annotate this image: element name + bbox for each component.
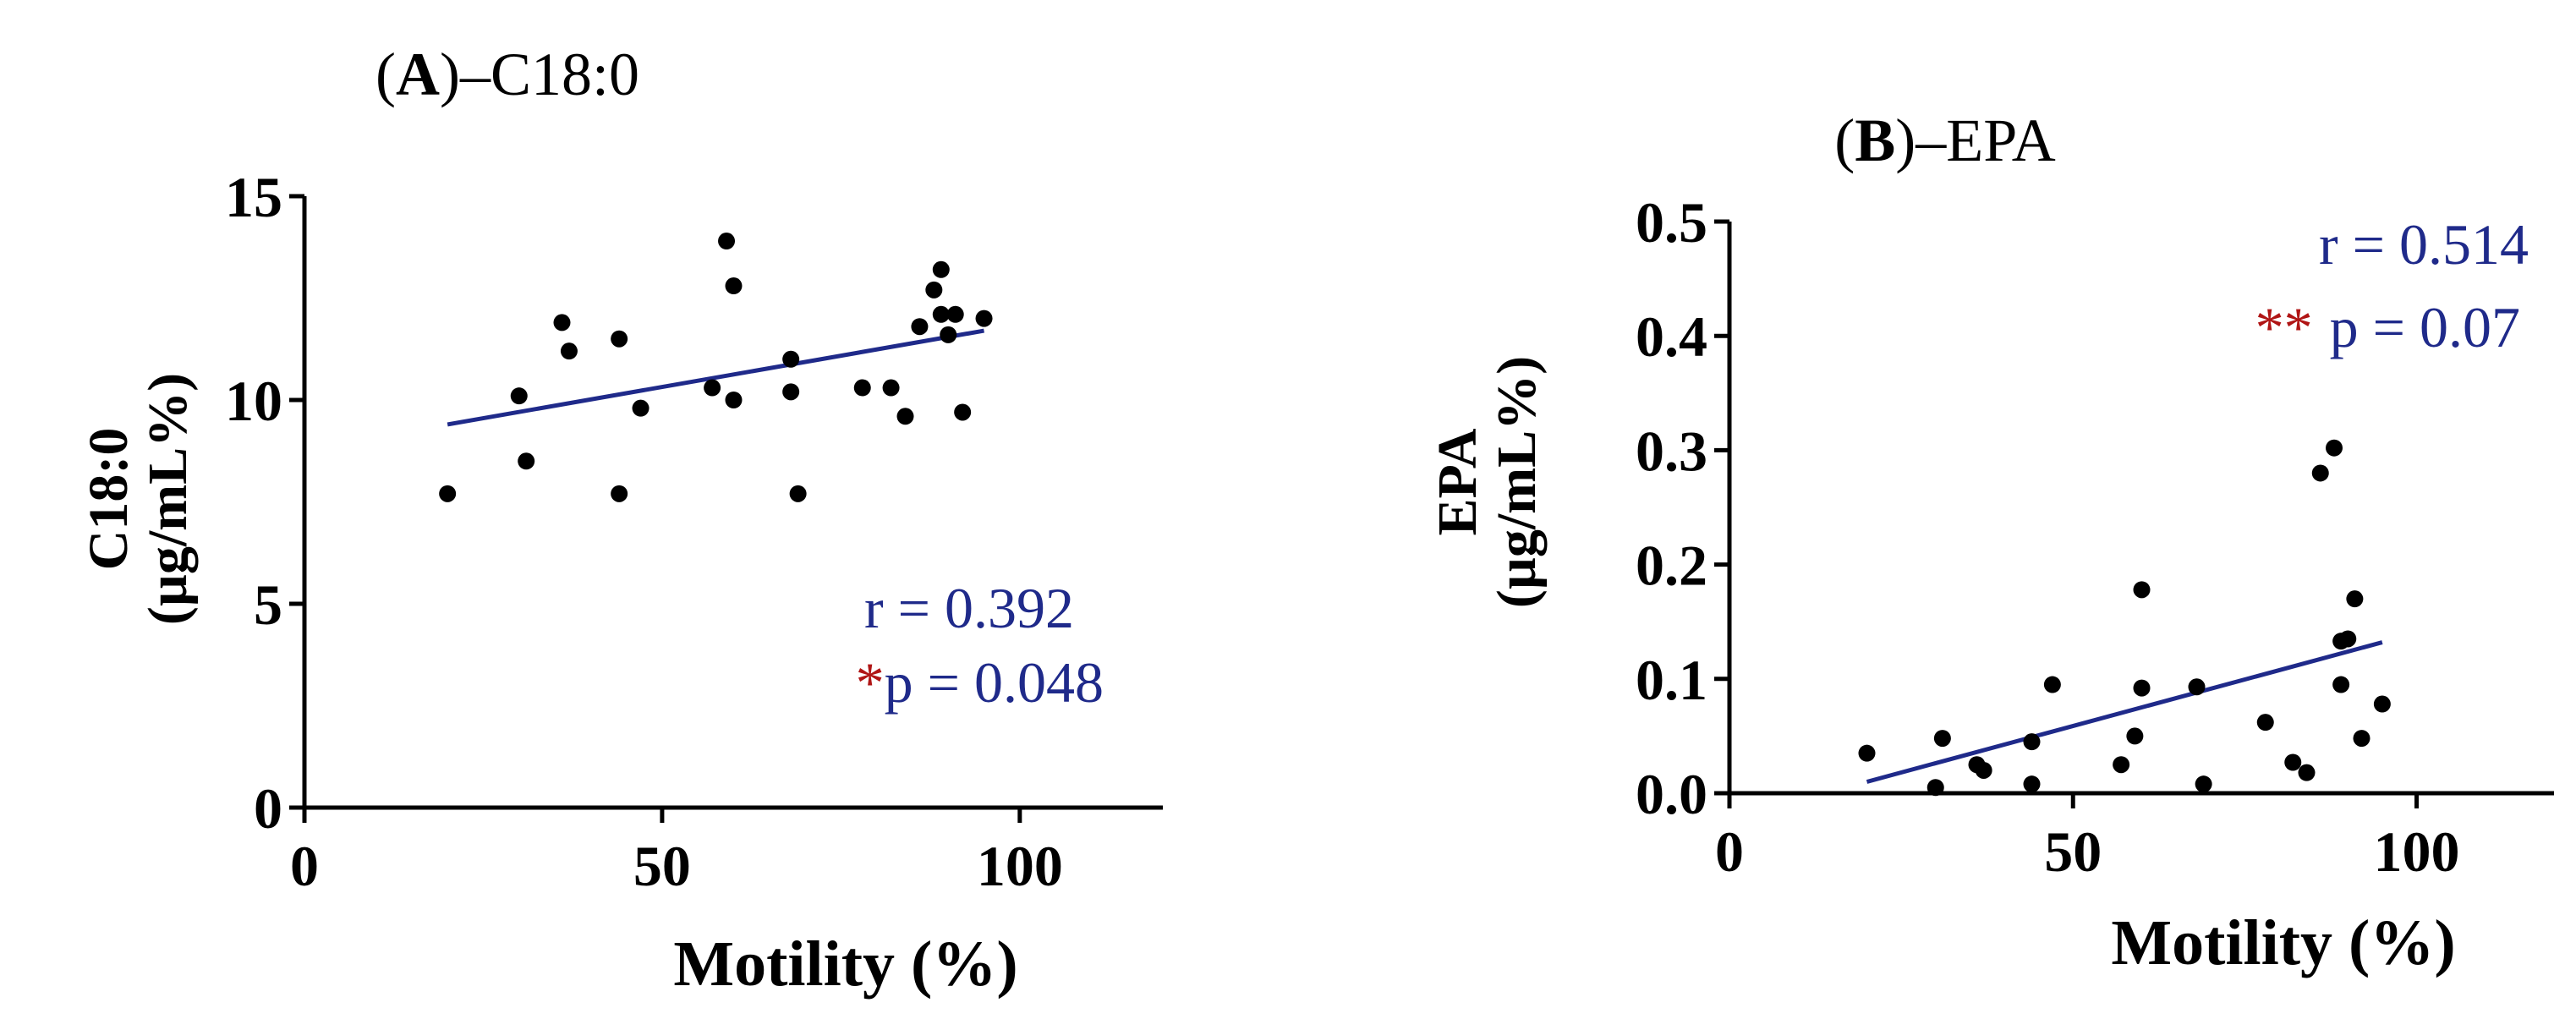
panel-a-data-point xyxy=(946,305,964,323)
panel-a-title-suffix: –C18:0 xyxy=(459,41,639,108)
panel-b-data-point xyxy=(2256,714,2274,731)
panel-a-y-axis-label: C18:0 (µg/mL%) xyxy=(78,373,199,625)
panel-a-y-tick-label: 15 xyxy=(225,165,282,229)
panel-a-data-point xyxy=(853,379,871,397)
panel-a-data-point xyxy=(911,318,929,336)
panel-b-fit-line xyxy=(1866,640,2383,784)
panel-b-data-point xyxy=(1975,761,1992,779)
panel-b-data-point xyxy=(2195,775,2212,793)
panel-a-stat-r: r = 0.392 xyxy=(864,576,1074,640)
panel-b-xlabel: Motility (%) xyxy=(2111,907,2455,978)
panel-b-data-point xyxy=(2298,764,2316,781)
panel-b-y-tick-label: 0.3 xyxy=(1636,419,1707,483)
panel-b-points xyxy=(1858,439,2391,797)
panel-b-title: (B)–EPA xyxy=(1834,107,2055,174)
panel-a-data-point xyxy=(882,379,900,397)
panel-a-data-point xyxy=(718,233,736,250)
panel-a-y-tick-label: 10 xyxy=(225,369,282,433)
panel-a-x-tick-label: 100 xyxy=(977,834,1063,898)
panel-b-stat-p-line: ** p = 0.07 xyxy=(2255,295,2520,359)
panel-a-ylabel-line1: C18:0 xyxy=(78,428,140,571)
panel-a-data-point xyxy=(940,326,957,343)
panel-b-data-point xyxy=(1858,744,1876,762)
panel-a-y-tick-label: 0 xyxy=(254,776,282,841)
panel-a-title: (A)–C18:0 xyxy=(375,41,639,108)
panel-a-data-point xyxy=(611,485,628,502)
panel-b-ylabel-line1: EPA xyxy=(1427,428,1488,535)
panel-b-data-point xyxy=(2353,730,2370,748)
panel-b-y-axis-label: EPA (µg/mL%) xyxy=(1427,356,1548,608)
panel-b-data-point xyxy=(2043,676,2061,693)
panel-a-y-tick-label: 5 xyxy=(254,573,282,637)
panel-b-x-tick-label: 0 xyxy=(1715,819,1744,884)
panel-b-x-tick-label: 100 xyxy=(2374,819,2460,884)
panel-b-data-point xyxy=(2311,464,2329,482)
panel-b-y-tick-label: 0.2 xyxy=(1636,534,1707,598)
panel-a-data-point xyxy=(925,281,943,299)
panel-b-axes: 0 50 100 0.0 0.1 0.2 0.3 0.4 0.5 xyxy=(1636,190,2554,884)
panel-b-data-point xyxy=(2346,590,2364,608)
panel-a-data-point xyxy=(518,452,535,470)
panel-a-stat-p-line: *p = 0.048 xyxy=(856,650,1104,715)
panel-b-stat-r: r = 0.514 xyxy=(2319,212,2529,277)
panel-b-data-point xyxy=(2113,756,2130,774)
panel-b-significance-star: ** xyxy=(2255,295,2313,359)
panel-a-fit-layer xyxy=(447,328,984,427)
panel-a-x-tick-label: 0 xyxy=(290,834,319,898)
panel-b-y-tick-label: 0.5 xyxy=(1636,190,1707,255)
panel-b-data-point xyxy=(2339,630,2357,648)
panel-b-data-point xyxy=(2326,439,2343,457)
panel-a-data-point xyxy=(560,342,578,360)
panel-b-data-point xyxy=(2284,753,2302,771)
panel-a-data-point xyxy=(510,387,528,405)
panel-b-data-point xyxy=(2133,679,2151,697)
panel-b-data-point xyxy=(1927,779,1944,797)
panel-b-data-point xyxy=(2133,581,2151,599)
panel-a-ylabel-line2: (µg/mL%) xyxy=(137,373,199,625)
panel-a-significance-star: * xyxy=(856,650,885,715)
panel-a-data-point xyxy=(611,330,628,348)
panel-b-y-tick-label: 0.1 xyxy=(1636,648,1707,712)
panel-a-data-point xyxy=(704,379,721,397)
panel-a-letter: A xyxy=(396,41,440,108)
panel-b-y-tick-label: 0.4 xyxy=(1636,304,1707,369)
panel-a-data-point xyxy=(954,403,972,421)
panel-a-data-point xyxy=(439,485,457,502)
panel-a-data-point xyxy=(725,277,743,295)
panel-a-data-point xyxy=(553,314,571,331)
panel-a-fit-line xyxy=(447,328,984,427)
panel-a-data-point xyxy=(725,392,743,408)
panel-a-data-point xyxy=(782,383,800,401)
panel-b-data-point xyxy=(2023,775,2041,793)
panel-a-data-point xyxy=(632,399,649,417)
panel-b-data-point xyxy=(2188,678,2206,696)
panel-b-data-point xyxy=(1933,730,1951,748)
panel-a-data-point xyxy=(789,485,807,502)
panel-b-data-point xyxy=(2126,727,2144,745)
panel-b-x-tick-label: 50 xyxy=(2044,819,2102,884)
panel-a-xlabel: Motility (%) xyxy=(673,929,1017,1000)
panel-a-data-point xyxy=(896,408,914,425)
panel-b-y-tick-label: 0.0 xyxy=(1636,762,1707,826)
panel-a-data-point xyxy=(932,305,950,323)
panel-a-x-tick-label: 50 xyxy=(633,834,691,898)
panel-b: (B)–EPA EPA (µg/mL%) 0 50 1000.00.10.20.30… xyxy=(1427,107,2554,978)
panel-b-title-suffix: –EPA xyxy=(1915,107,2055,174)
panel-b-ylabel-line2: (µg/mL%) xyxy=(1486,356,1548,608)
panel-a-data-point xyxy=(932,260,950,278)
panel-b-stat-p: p = 0.07 xyxy=(2330,295,2520,359)
panel-b-fit-layer xyxy=(1866,640,2383,784)
panel-b-data-point xyxy=(2332,676,2350,693)
panel-a-axes: 0 50 100 0 5 10 15 xyxy=(225,165,1163,898)
panel-a-data-point xyxy=(782,350,800,368)
panel-a: (A)–C18:0 C18:0 (µg/mL%) 0 50 100 0 5 10 15 Mo… xyxy=(78,41,1163,1000)
panel-a-stat-p: p = 0.048 xyxy=(885,650,1104,715)
panel-b-letter: B xyxy=(1855,107,1895,174)
panel-a-points xyxy=(439,233,993,502)
panel-a-data-point xyxy=(975,310,993,327)
panel-b-data-point xyxy=(2373,695,2391,713)
panel-b-data-point xyxy=(2023,733,2041,751)
